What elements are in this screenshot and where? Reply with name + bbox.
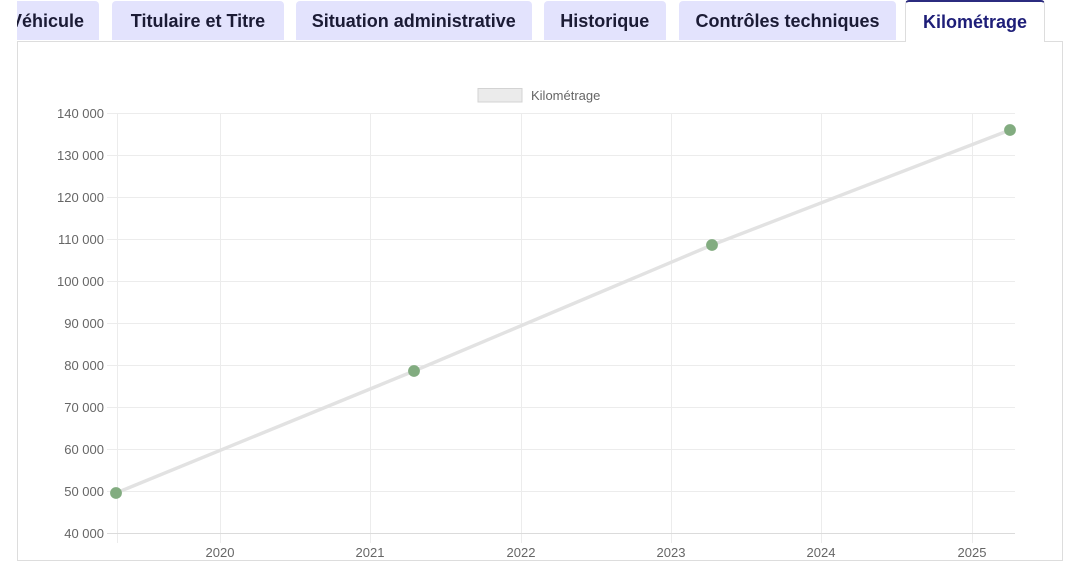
svg-text:60 000: 60 000 (64, 442, 104, 457)
svg-text:80 000: 80 000 (64, 358, 104, 373)
svg-text:120 000: 120 000 (57, 190, 104, 205)
svg-text:140 000: 140 000 (57, 106, 104, 121)
svg-text:2024: 2024 (807, 545, 836, 560)
svg-text:40 000: 40 000 (64, 526, 104, 541)
svg-text:90 000: 90 000 (64, 316, 104, 331)
svg-text:2021: 2021 (356, 545, 385, 560)
svg-text:2023: 2023 (657, 545, 686, 560)
svg-text:2022: 2022 (507, 545, 536, 560)
svg-text:2020: 2020 (206, 545, 235, 560)
svg-text:110 000: 110 000 (58, 232, 104, 247)
svg-text:50 000: 50 000 (64, 484, 104, 499)
svg-text:Kilométrage: Kilométrage (531, 88, 600, 103)
svg-text:130 000: 130 000 (57, 148, 104, 163)
svg-text:70 000: 70 000 (64, 400, 104, 415)
svg-text:2025: 2025 (958, 545, 987, 560)
svg-text:100 000: 100 000 (57, 274, 104, 289)
